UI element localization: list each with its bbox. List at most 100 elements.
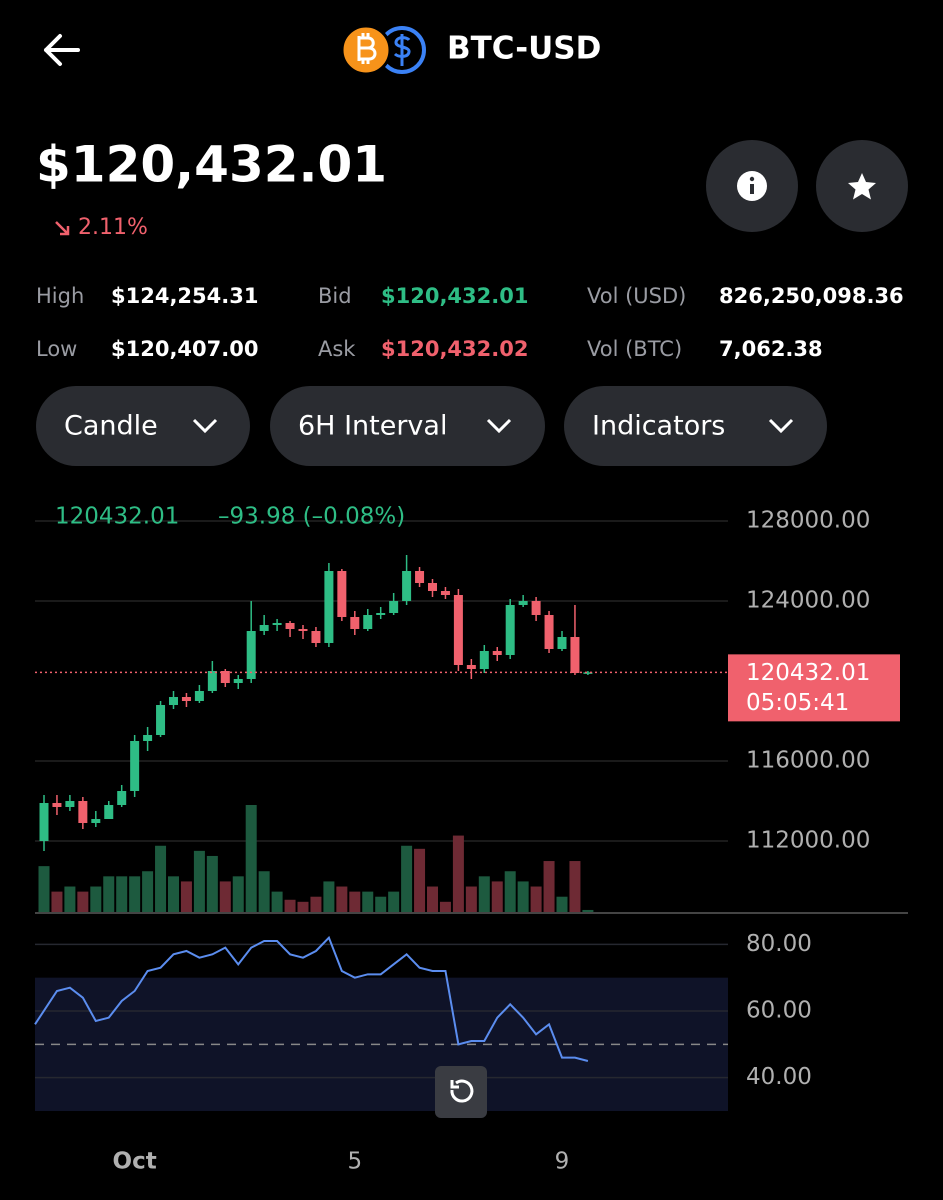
candle-body xyxy=(557,637,567,649)
candle-body xyxy=(570,637,580,673)
info-icon-i xyxy=(750,184,754,194)
button-label: Candle xyxy=(64,411,158,442)
stat-label: High xyxy=(36,284,84,308)
volume-bar xyxy=(245,805,257,912)
volume-bar xyxy=(64,886,76,912)
chart-type-button[interactable]: Candle xyxy=(36,386,250,466)
candle-body xyxy=(181,697,191,701)
volume-bar xyxy=(142,871,154,912)
volume-bar xyxy=(439,901,451,912)
y-tick-label: 112000.00 xyxy=(746,828,870,854)
candle-body xyxy=(39,803,49,841)
volume-bar xyxy=(129,876,141,912)
price: $120,432.01 xyxy=(36,136,387,194)
volume-bar xyxy=(310,896,322,912)
y-tick-label: 116000.00 xyxy=(746,748,870,774)
star-icon xyxy=(848,173,876,200)
volume-bar xyxy=(349,891,361,912)
info-icon-dot xyxy=(749,176,755,182)
stat-label: Vol (USD) xyxy=(587,284,686,308)
y-tick-label: 128000.00 xyxy=(746,508,870,534)
stat-value: $120,432.01 xyxy=(381,284,528,308)
stat-value: $120,407.00 xyxy=(111,337,258,361)
volume-bar xyxy=(569,861,581,912)
candle-body xyxy=(285,623,295,629)
stat-label: Vol (BTC) xyxy=(587,337,682,361)
candle-body xyxy=(65,801,75,807)
symbol: BTC-USD xyxy=(447,31,601,67)
volume-bar xyxy=(323,881,335,912)
favorite-button[interactable] xyxy=(816,140,908,232)
candle-body xyxy=(531,601,541,615)
x-tick-label: Oct xyxy=(113,1149,157,1175)
chevron xyxy=(486,418,512,434)
button-label: Indicators xyxy=(592,411,725,442)
candle-body xyxy=(324,571,334,643)
volume-bar xyxy=(517,881,529,912)
candle-body xyxy=(117,791,127,805)
candle-body xyxy=(428,583,437,591)
candle-body xyxy=(156,705,166,735)
y-tick-label: 80.00 xyxy=(746,931,812,957)
volume-bar xyxy=(232,876,244,912)
volume-bar xyxy=(77,891,89,912)
stat-value: $124,254.31 xyxy=(111,284,258,308)
chevron xyxy=(192,418,218,434)
rsi-line xyxy=(34,935,589,1062)
volume-bar xyxy=(530,886,542,912)
volume-bar xyxy=(90,886,102,912)
button-bg xyxy=(36,386,250,466)
coin-icons xyxy=(340,24,426,76)
back-button[interactable] xyxy=(44,34,80,66)
volume-bar xyxy=(116,876,128,912)
x-tick-label: 5 xyxy=(347,1149,362,1175)
price-change: 2.11% xyxy=(78,215,148,240)
indicators-button[interactable]: Indicators xyxy=(564,386,827,466)
candle-body xyxy=(91,819,101,823)
candle-body xyxy=(220,671,230,683)
candle-body xyxy=(440,591,450,595)
volume-bar xyxy=(414,848,426,912)
last-price-tag xyxy=(728,654,900,722)
volume-bar xyxy=(427,886,438,912)
volume-bar xyxy=(375,896,387,912)
volume-bar xyxy=(362,891,374,912)
countdown-label: 05:05:41 xyxy=(746,690,849,716)
usd-symbol xyxy=(393,34,411,66)
volume-bar xyxy=(452,835,464,912)
volume-bar xyxy=(465,886,477,912)
y-tick-label: 124000.00 xyxy=(746,588,870,614)
volume-bar xyxy=(38,866,50,912)
volume-bar xyxy=(401,845,413,912)
candle-body xyxy=(415,571,425,583)
candle-body xyxy=(505,605,515,655)
volume-bar xyxy=(155,845,167,912)
volume-bar xyxy=(206,855,218,912)
candle-body xyxy=(272,623,282,625)
volume-bar xyxy=(193,850,205,912)
volume-bar xyxy=(51,891,63,912)
candle-body xyxy=(453,595,463,665)
interval-button[interactable]: 6H Interval xyxy=(270,386,545,466)
candle-body xyxy=(233,679,243,683)
candle-body xyxy=(376,613,386,615)
volume-bar xyxy=(388,891,400,912)
volume-bar xyxy=(219,881,231,912)
candle-body xyxy=(52,803,62,807)
info-button[interactable] xyxy=(706,140,798,232)
btc-icon xyxy=(340,24,392,76)
stat-value: 826,250,098.36 xyxy=(719,284,904,308)
candle-body xyxy=(518,601,528,605)
candle-body xyxy=(350,617,360,629)
chevron xyxy=(768,418,794,434)
button-label: 6H Interval xyxy=(298,411,447,442)
stat-label: Ask xyxy=(318,337,356,361)
volume-bar xyxy=(556,896,568,912)
candle-body xyxy=(363,615,373,629)
volume-bar xyxy=(168,876,179,912)
reset-button[interactable] xyxy=(435,1066,487,1118)
button-bg xyxy=(564,386,827,466)
y-tick-label: 40.00 xyxy=(746,1064,812,1090)
candle-body xyxy=(194,691,204,701)
stats: High $124,254.31 Low $120,407.00 Bid $12… xyxy=(36,284,904,361)
